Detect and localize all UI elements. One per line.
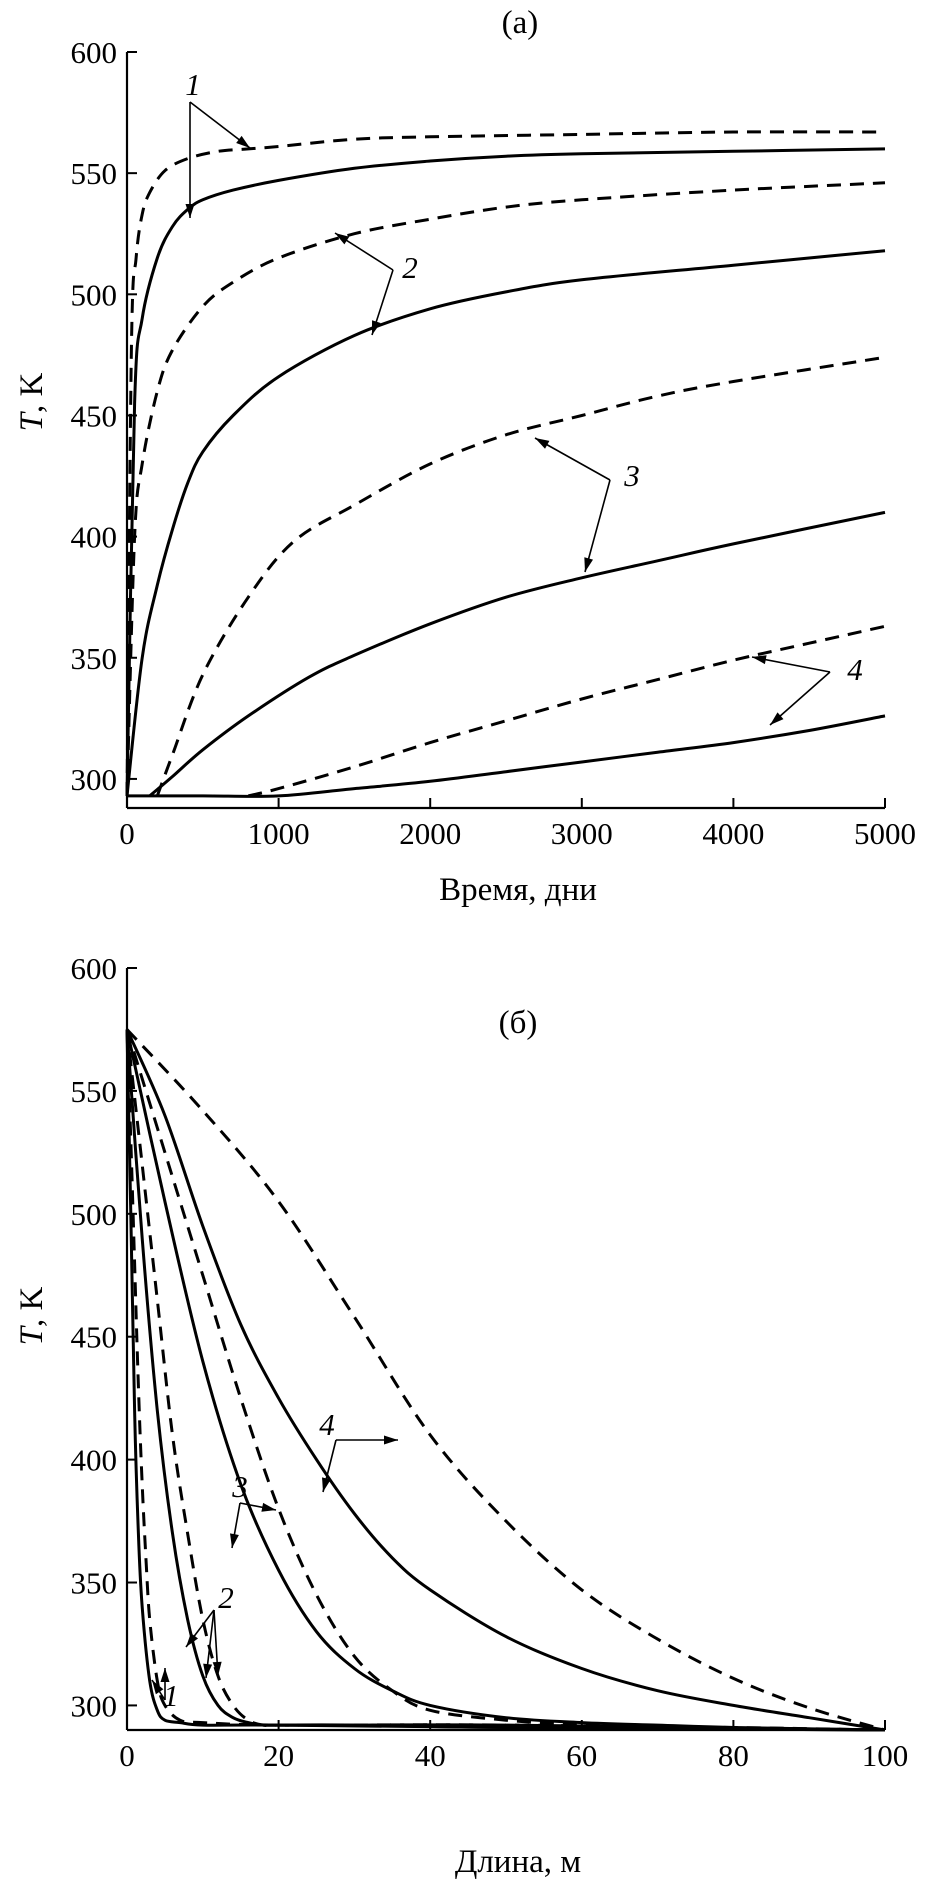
curve-3-annotation: 3 [230,1469,277,1549]
curve-label: 3 [231,1469,248,1504]
panel-a-y-axis-symbol: T [14,410,50,431]
panel-a-annotations: 1 2 3 4 [185,67,863,726]
curve-4-annotation: 4 [319,1407,398,1493]
panel-b-label: (б) [499,1005,538,1041]
y-tick-label: 550 [71,1074,118,1109]
curve-label: 3 [623,458,640,493]
curve-label: 4 [847,652,863,687]
y-tick-label: 500 [71,277,118,312]
series-4-solid-line [127,714,886,798]
x-tick-label: 0 [119,1738,135,1773]
series-1-dashed-line [125,1029,886,1732]
curve-2-annotation: 2 [185,1580,234,1679]
panel-a-x-axis-label: Время, дни [439,872,597,908]
y-tick-label: 600 [71,951,118,986]
curve-label: 2 [218,1580,234,1615]
panel-a-curves [125,130,886,798]
curve-1-annotation: 1 [185,67,251,218]
y-tick-label: 300 [71,762,118,797]
series-2-dashed-line [125,181,886,796]
series-3-solid-line [125,1029,886,1732]
x-tick-label: 40 [415,1738,446,1773]
y-tick-label: 450 [71,398,118,433]
x-tick-label: 20 [263,1738,294,1773]
y-tick-label: 400 [71,520,118,555]
curve-4-annotation: 4 [751,652,863,726]
series-1-dashed-line [125,130,886,796]
panel-a-ticks: 0 1000 2000 3000 4000 5000 300 350 400 450 500 550 6… [71,35,917,851]
x-tick-label: 5000 [854,816,916,851]
panel-a-label: (а) [502,5,539,41]
curve-2-annotation: 2 [334,232,418,336]
series-3-solid-line [148,510,886,798]
series-3-dashed-line [155,355,886,797]
panel-a-y-axis-unit: , K [14,372,50,413]
x-tick-label: 80 [718,1738,749,1773]
y-tick-label: 450 [71,1320,118,1355]
x-tick-label: 4000 [702,816,764,851]
curve-3-annotation: 3 [534,437,640,573]
y-tick-label: 350 [71,1566,118,1601]
panel-a: (а) 0 1000 2000 3000 4000 5000 300 350 400 450 500… [14,5,916,908]
series-2-solid-line [125,249,886,797]
x-tick-label: 2000 [399,816,461,851]
x-tick-label: 3000 [551,816,613,851]
y-tick-label: 300 [71,1688,118,1723]
curve-label: 1 [185,67,201,102]
curve-1-annotation: 1 [151,1668,179,1713]
panel-a-y-axis-label: T, K [14,372,50,431]
panel-b-y-axis-unit: , K [14,1286,50,1327]
series-1-solid-line [125,147,886,796]
y-tick-label: 350 [71,641,118,676]
panel-b-y-axis-label: T, K [14,1286,50,1345]
y-tick-label: 550 [71,156,118,191]
x-tick-label: 60 [566,1738,597,1773]
y-tick-label: 500 [71,1197,118,1232]
series-3-dashed-line [125,1029,886,1732]
y-tick-label: 600 [71,35,118,70]
panel-b: (б) 0 20 40 60 80 100 300 350 400 450 500 550 600 1 2… [14,951,908,1880]
series-2-dashed-line [125,1029,886,1732]
series-4-dashed-line [247,624,886,798]
panel-b-axes [125,968,885,1732]
curve-label: 4 [319,1407,335,1442]
series-4-solid-line [125,1028,886,1732]
curve-label: 2 [402,250,418,285]
panel-b-curves [125,1028,886,1732]
panel-b-annotations: 1 2 3 4 [151,1407,398,1713]
panel-b-x-axis-label: Длина, м [455,1844,581,1880]
y-tick-label: 400 [71,1443,118,1478]
series-1-solid-line [125,1029,886,1732]
panel-b-ticks: 0 20 40 60 80 100 300 350 400 450 500 550 600 [71,951,909,1773]
panel-b-y-axis-symbol: T [14,1324,50,1345]
curve-label: 1 [163,1678,179,1713]
panel-a-axes [125,52,885,810]
series-4-dashed-line [125,1028,886,1732]
series-2-solid-line [125,1029,886,1732]
x-tick-label: 0 [119,816,135,851]
x-tick-label: 1000 [248,816,310,851]
x-tick-label: 100 [862,1738,909,1773]
